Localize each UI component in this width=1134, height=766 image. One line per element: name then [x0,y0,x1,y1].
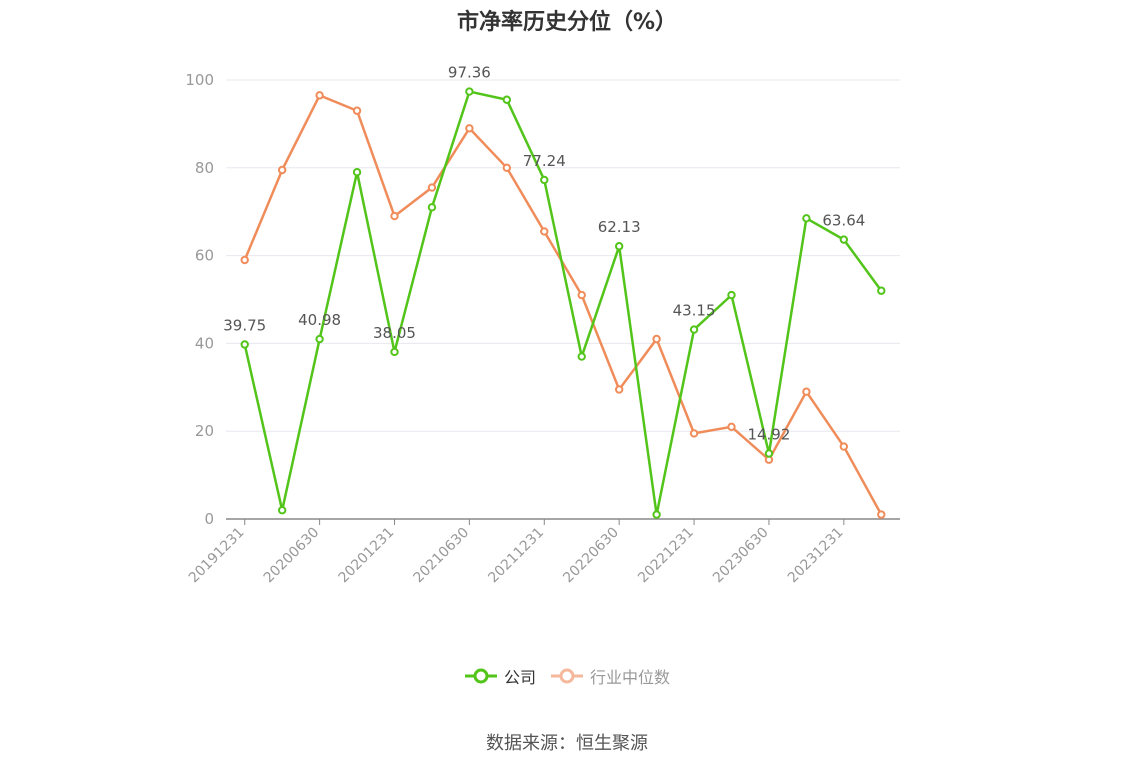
y-tick-label: 0 [204,510,214,528]
series-0-point [727,290,736,300]
series-0-point [839,235,849,244]
legend-item-company[interactable]: 公司 [464,664,536,688]
series-1-point [502,163,512,173]
x-tick-label: 20201231 [336,525,398,587]
series-0-point [502,95,512,104]
data-label: 40.98 [298,311,341,329]
legend: 公司 行业中位数 [0,664,1134,688]
series-0-point [689,325,699,334]
data-label: 39.75 [223,316,266,334]
legend-industry-label: 行业中位数 [590,668,671,687]
series-1-point [540,227,549,236]
label-layer: 39.75 40.98 38.05 97.36 77.24 62.13 43.15 14.92… [223,64,865,444]
series-1-point [390,211,399,221]
series-1-point [240,255,249,265]
data-label: 77.24 [523,152,566,170]
series-1-point [727,422,736,432]
x-tick-label: 20191231 [186,525,248,587]
x-tick-label: 20221231 [635,525,697,587]
series-0-point [614,242,624,251]
series-0-point [240,340,249,349]
legend-company-icon [464,668,497,684]
y-tick-label: 100 [185,71,214,89]
series-1-point [652,334,661,344]
series-0-point [352,167,362,177]
y-tick-label: 60 [195,247,214,265]
data-label: 97.36 [448,64,491,82]
x-tick-label: 20211231 [485,525,547,587]
y-tick-label: 40 [195,334,214,352]
data-label: 63.64 [822,212,865,230]
x-tick-label: 20220630 [560,525,622,587]
series-0-point [652,510,661,519]
series-layer [240,87,886,519]
x-tick-label: 20231231 [785,525,847,587]
legend-company-label: 公司 [503,668,536,687]
series-0-point [877,286,886,295]
series-0-point [277,506,287,515]
chart-title: 市净率历史分位（%） [456,10,678,35]
series-1-point [277,165,287,175]
series-1-point [577,290,586,300]
series-1-point [352,106,362,115]
series-1-point [614,385,624,394]
grid-layer [226,79,900,432]
series-0-point [427,203,437,212]
series-1-point [802,387,811,396]
series-0-point [315,334,324,344]
legend-industry-icon [551,668,583,684]
series-0-point [764,449,774,458]
series-1-point [427,183,437,192]
series-0-point [577,352,586,361]
data-label: 14.92 [747,426,790,444]
legend-item-industry[interactable]: 行业中位数 [550,664,670,688]
x-tick-label: 20210630 [411,525,473,587]
series-1-point [839,442,849,451]
series-1-point [465,124,474,133]
series-1-point [877,510,886,519]
source-note: 数据来源：恒生聚源 [486,733,648,754]
series-0-point [390,347,399,357]
x-tick-label: 20230630 [710,525,772,587]
series-1-point [315,91,324,100]
series-0-point [802,214,811,223]
x-tick-label: 20200630 [261,525,323,587]
series-0-point [540,175,549,185]
series-line-0 [243,90,883,516]
series-0-point [465,87,474,96]
y-tick-label: 80 [195,159,214,177]
data-label: 43.15 [673,302,716,320]
y-tick-label: 20 [195,422,214,440]
series-1-point [689,429,699,438]
data-label: 62.13 [598,218,641,236]
data-label: 38.05 [373,324,416,342]
